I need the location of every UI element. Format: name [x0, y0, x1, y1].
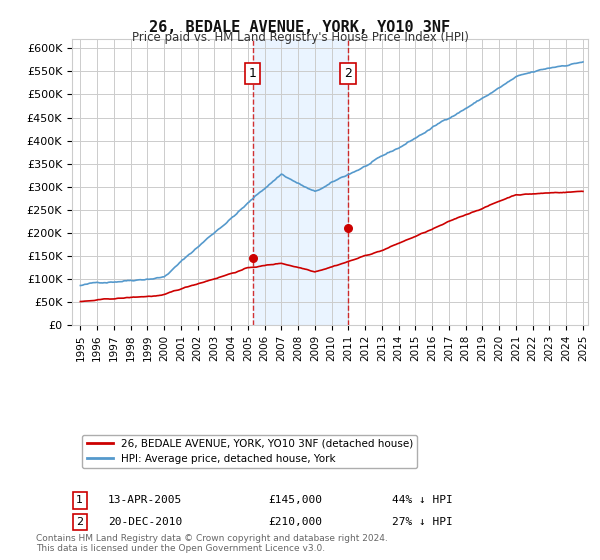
- Text: Contains HM Land Registry data © Crown copyright and database right 2024.
This d: Contains HM Land Registry data © Crown c…: [36, 534, 388, 553]
- Text: 13-APR-2005: 13-APR-2005: [108, 496, 182, 506]
- Legend: 26, BEDALE AVENUE, YORK, YO10 3NF (detached house), HPI: Average price, detached: 26, BEDALE AVENUE, YORK, YO10 3NF (detac…: [82, 435, 418, 468]
- Text: 26, BEDALE AVENUE, YORK, YO10 3NF: 26, BEDALE AVENUE, YORK, YO10 3NF: [149, 20, 451, 35]
- Text: 2: 2: [76, 517, 83, 527]
- Text: 1: 1: [76, 496, 83, 506]
- Text: 27% ↓ HPI: 27% ↓ HPI: [392, 517, 452, 527]
- Text: 2: 2: [344, 67, 352, 80]
- Text: £210,000: £210,000: [268, 517, 322, 527]
- Text: Price paid vs. HM Land Registry's House Price Index (HPI): Price paid vs. HM Land Registry's House …: [131, 31, 469, 44]
- Text: £145,000: £145,000: [268, 496, 322, 506]
- Point: [248, 254, 257, 263]
- Text: 20-DEC-2010: 20-DEC-2010: [108, 517, 182, 527]
- Text: 1: 1: [248, 67, 257, 80]
- Point: [343, 223, 353, 232]
- Text: 44% ↓ HPI: 44% ↓ HPI: [392, 496, 452, 506]
- Bar: [253, 39, 348, 325]
